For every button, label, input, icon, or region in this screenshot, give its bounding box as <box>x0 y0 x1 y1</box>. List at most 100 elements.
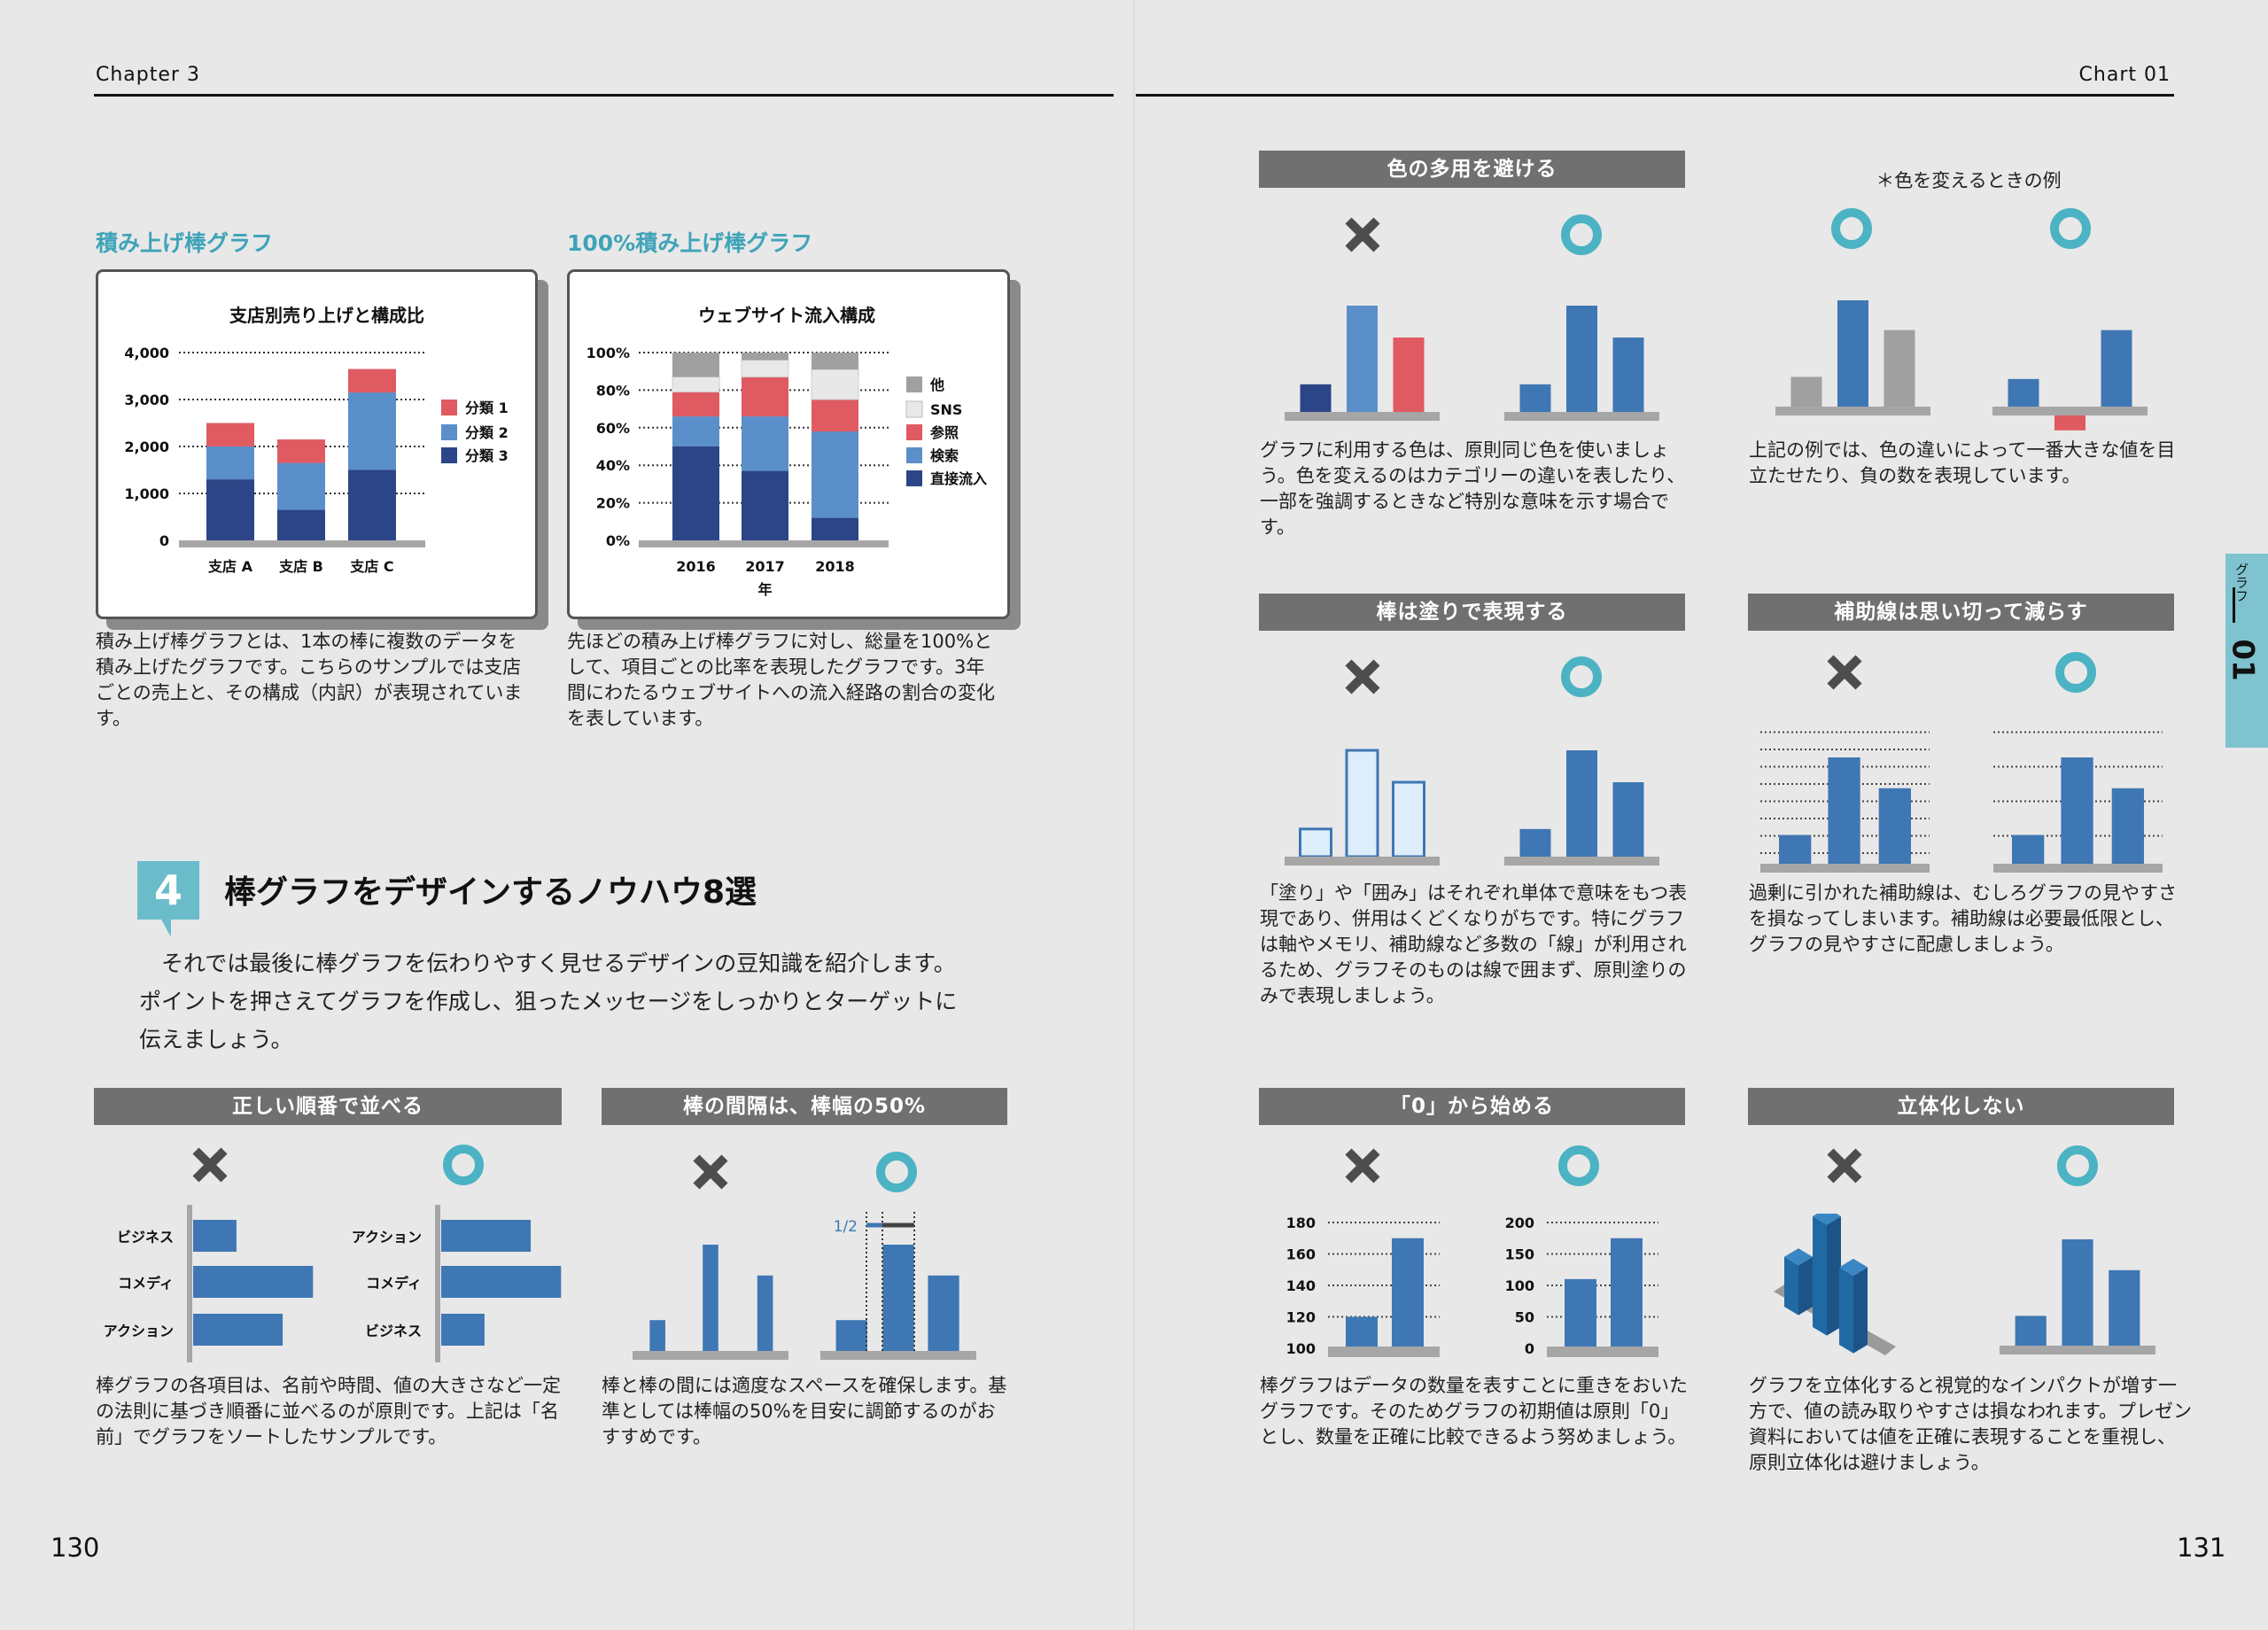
bar <box>441 1266 562 1298</box>
bar <box>703 1245 718 1351</box>
axis-line <box>187 1205 192 1362</box>
category-label: アクション <box>352 1229 422 1246</box>
stacked-caption: 積み上げ棒グラフとは、1本の棒に複数のデータを積み上げたグラフです。こちらのサン… <box>96 631 523 729</box>
half-ratio-label: 1/2 <box>834 1218 858 1236</box>
legend-label: 検索 <box>930 447 959 464</box>
legend-label: 分類 2 <box>465 424 509 441</box>
legend-label: 分類 1 <box>465 400 509 416</box>
circle-mark <box>1561 214 1602 255</box>
legend-label: SNS <box>930 401 962 418</box>
percent-heading: 100%積み上げ棒グラフ <box>567 230 813 256</box>
axis-baseline <box>1285 857 1440 865</box>
y-tick-label: 60% <box>596 420 630 437</box>
flat-bad-3d-chart <box>1774 1214 1896 1355</box>
y-tick-label: 20% <box>596 495 630 512</box>
cross-stroke <box>693 1154 728 1190</box>
cross-stroke <box>1345 1148 1380 1184</box>
category-label: 2017 <box>745 558 785 575</box>
prism-top-face <box>1813 1214 1841 1225</box>
y-tick-label: 4,000 <box>124 345 169 361</box>
bar-segment <box>348 392 396 470</box>
y-tick-label: 150 <box>1505 1246 1534 1263</box>
category-label: コメディ <box>118 1275 174 1292</box>
flat-good-circle-icon <box>2057 1145 2098 1186</box>
legend-swatch <box>441 400 457 415</box>
section-body: それでは最後に棒グラフを伝わりやすく見せるデザインの豆知識を紹介します。ポイント… <box>139 951 958 1052</box>
y-tick-label: 0% <box>606 532 630 549</box>
legend-swatch <box>906 376 922 392</box>
bar <box>1611 1238 1643 1348</box>
x-axis-baseline <box>639 540 889 547</box>
bar-segment <box>277 439 325 463</box>
bar <box>193 1314 284 1346</box>
bar <box>1612 338 1644 412</box>
color-bad-chart <box>1285 306 1440 421</box>
axis-baseline <box>1328 1347 1440 1357</box>
bar <box>1790 376 1822 407</box>
bar-segment <box>742 470 788 540</box>
bar <box>649 1320 665 1351</box>
bar <box>1392 1238 1424 1348</box>
bar <box>2062 1239 2093 1346</box>
circle-mark <box>1561 656 1602 697</box>
axis-baseline <box>1992 407 2148 415</box>
bar <box>2012 834 2045 864</box>
legend-swatch <box>441 424 457 440</box>
bar <box>2109 1269 2140 1346</box>
stacked-heading: 積み上げ棒グラフ <box>96 230 274 256</box>
section-number-badge: 4 <box>137 861 199 920</box>
axis-baseline <box>1775 407 1930 415</box>
spacing-bad-cross-icon <box>693 1154 728 1190</box>
legend-label: 参照 <box>930 424 959 441</box>
fill-bad-cross-icon <box>1345 659 1380 695</box>
axis-baseline <box>1547 1347 1658 1357</box>
bar <box>1392 780 1425 858</box>
fill-bad-chart <box>1285 749 1440 865</box>
bar <box>1878 788 1911 864</box>
y-tick-label: 140 <box>1286 1277 1316 1294</box>
grid-bad-cross-icon <box>1827 655 1862 690</box>
color-example-negative-chart <box>1992 330 2148 431</box>
chart-label: Chart 01 <box>2078 64 2171 86</box>
order-bad-cross-icon <box>192 1147 228 1183</box>
y-tick-label: 1,000 <box>124 485 169 502</box>
cross-stroke <box>192 1147 228 1183</box>
color-good-circle-icon <box>1561 214 1602 255</box>
legend-swatch <box>906 447 922 463</box>
color-example-caption: 上記の例では、色の違いによって一番大きな値を目立たせたり、負の数を表現しています… <box>1749 439 2176 486</box>
zero-bad-chart: 100 120 140 160 180 <box>1286 1215 1440 1357</box>
legend-swatch <box>906 424 922 440</box>
prism-left-face <box>1784 1256 1798 1316</box>
axis-baseline <box>2000 1346 2155 1354</box>
bar <box>1837 300 1868 407</box>
x-axis-label: 年 <box>757 581 772 598</box>
grid-bad-chart <box>1760 731 1930 873</box>
color-bad-cross-icon <box>1345 217 1380 252</box>
bar-segment <box>206 479 254 540</box>
legend-label: 直接流入 <box>930 470 987 487</box>
y-tick-label: 40% <box>596 457 630 474</box>
tip-header-spacing: 棒の間隔は、棒幅の50% <box>602 1088 1007 1125</box>
legend-swatch <box>905 400 923 418</box>
bar <box>1346 1316 1378 1348</box>
spacing-caption: 棒と棒の間には適度なスペースを確保します。基準としては棒幅の50%を目安に調節す… <box>602 1375 1007 1448</box>
chart-title: ウェブサイト流入構成 <box>698 305 875 326</box>
page-number-right: 131 <box>2177 1533 2226 1563</box>
chart-title: 支店別売り上げと構成比 <box>229 305 424 326</box>
bar-segment <box>672 392 719 417</box>
color-example-good-circle-icon <box>1831 208 1872 249</box>
bar <box>1828 757 1860 864</box>
bar <box>1393 338 1425 412</box>
bar <box>1565 1278 1596 1348</box>
side-tab[interactable]: グラフ 01 <box>2225 554 2268 748</box>
y-tick-label: 50 <box>1515 1309 1534 1326</box>
bar-segment <box>812 400 858 432</box>
tip-header-zero: 「0」から始める <box>1259 1088 1685 1125</box>
header-rule-left <box>94 94 1114 97</box>
bar <box>193 1266 314 1298</box>
bar <box>2101 330 2132 407</box>
category-label: 2018 <box>815 558 855 575</box>
order-good-circle-icon <box>443 1145 484 1185</box>
y-tick-label: 120 <box>1286 1309 1316 1326</box>
axis-baseline <box>820 1351 976 1360</box>
